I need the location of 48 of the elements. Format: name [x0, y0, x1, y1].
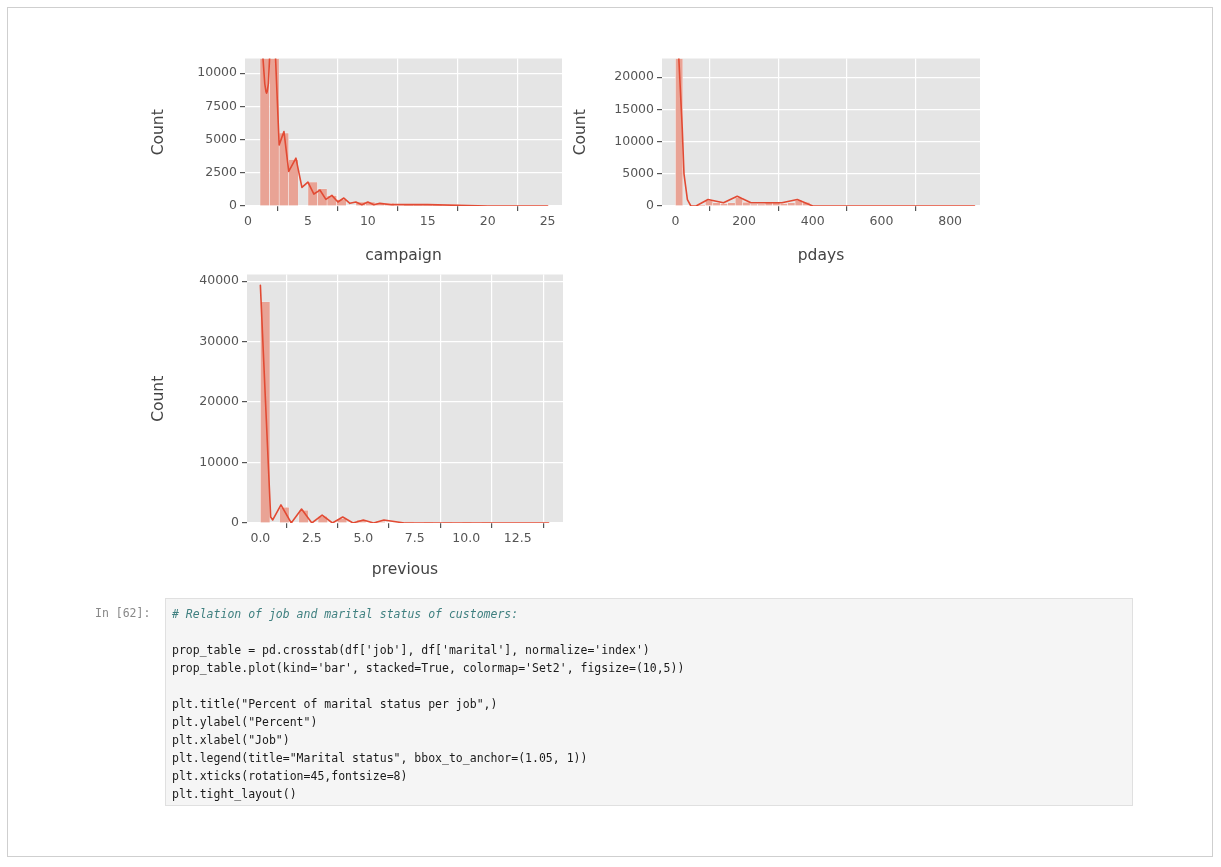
y-tick-label: 10000 — [199, 453, 240, 469]
y-tick-label: 5000 — [622, 165, 655, 181]
y-tick-label: 7500 — [205, 97, 238, 113]
x-tick-label: 0 — [671, 212, 680, 228]
y-tick-label: 10000 — [197, 64, 238, 80]
text: plt.tight_layout() — [172, 786, 297, 802]
y-tick-label: 2500 — [205, 164, 238, 180]
y-axis-title: Count — [149, 109, 168, 156]
x-tick-label: 15 — [419, 212, 436, 228]
x-tick-label: 25 — [539, 212, 556, 228]
y-axis-title: Count — [571, 109, 590, 156]
x-tick-label: 7.5 — [404, 529, 425, 545]
y-tick-label: 10000 — [614, 132, 655, 148]
x-tick-label: 200 — [732, 212, 757, 228]
y-tick-label: 5000 — [205, 130, 238, 146]
x-tick-label: 400 — [800, 212, 825, 228]
text: # Relation of job and marital status of customers: — [172, 606, 519, 622]
y-tick-label: 0 — [646, 197, 655, 213]
x-tick-label: 20 — [479, 212, 496, 228]
y-tick-label: 20000 — [614, 68, 655, 84]
x-tick-label: 10.0 — [452, 529, 481, 545]
x-tick-label: 0.0 — [250, 529, 271, 545]
y-tick-label: 0 — [229, 197, 238, 213]
x-tick-label: 800 — [938, 212, 963, 228]
text: plt.ylabel("Percent") — [172, 714, 318, 730]
text: prop_table.plot(kind='bar', stacked=True, colormap='Set2', figsize=(10,5)) — [172, 660, 685, 676]
x-tick-label: 2.5 — [301, 529, 322, 545]
x-tick-label: 0 — [244, 212, 253, 228]
y-tick-label: 20000 — [199, 393, 240, 409]
text: plt.xlabel("Job") — [172, 732, 290, 748]
text: prop_table = pd.crosstab(df['job'], df['marital'], normalize='index') — [172, 642, 650, 658]
y-tick-label: 0 — [231, 514, 240, 530]
text: plt.legend(title="Marital status", bbox_to_anchor=(1.05, 1)) — [172, 750, 588, 766]
text: In [62]: — [95, 606, 151, 620]
x-axis-title: pdays — [797, 245, 845, 264]
x-axis-title: previous — [371, 559, 439, 578]
x-tick-label: 600 — [869, 212, 894, 228]
text: plt.xticks(rotation=45,fontsize=8) — [172, 768, 408, 784]
x-tick-label: 12.5 — [503, 529, 532, 545]
y-axis-title: Count — [149, 375, 168, 422]
text: plt.title("Percent of marital status per job",) — [172, 696, 498, 712]
y-tick-label: 40000 — [199, 272, 240, 288]
y-tick-label: 15000 — [614, 100, 655, 116]
x-tick-label: 5 — [303, 212, 312, 228]
x-tick-label: 10 — [359, 212, 376, 228]
x-axis-title: campaign — [365, 245, 442, 264]
x-tick-label: 5.0 — [353, 529, 374, 545]
y-tick-label: 30000 — [199, 332, 240, 348]
